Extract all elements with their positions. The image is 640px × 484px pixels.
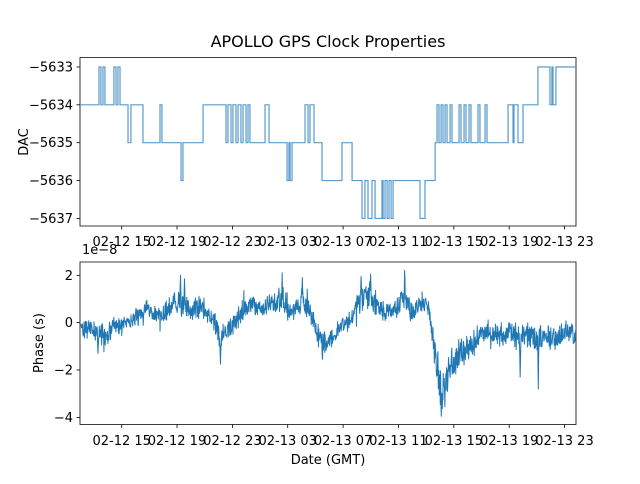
x-tick-label: 02-12 23 [203, 434, 261, 449]
x-tick-label: 02-13 07 [314, 434, 372, 449]
y-tick-label: 2 [65, 269, 73, 284]
x-tick-label: 02-12 19 [148, 235, 206, 250]
x-tick-label: 02-13 19 [480, 434, 538, 449]
x-tick-label: 02-13 11 [369, 434, 427, 449]
x-tick-label: 02-12 23 [203, 235, 261, 250]
y-tick-label: −5636 [29, 174, 73, 189]
x-tick-label: 02-13 23 [535, 235, 593, 250]
x-tick-label: 02-12 19 [148, 434, 206, 449]
y-tick-label: 0 [65, 316, 73, 331]
x-tick-label: 02-13 03 [258, 235, 316, 250]
y-tick-label: −5635 [29, 136, 73, 151]
axes-spines [79, 57, 577, 227]
x-tick-label: 02-12 15 [92, 235, 150, 250]
y-axis-offset-text: 1e−8 [82, 243, 117, 258]
x-axis-label: Date (GMT) [291, 453, 366, 468]
phase-noise-line [80, 270, 577, 417]
dac-step-line [80, 66, 576, 220]
x-tick-label: 02-13 15 [425, 235, 483, 250]
x-tick-label: 02-13 07 [314, 235, 372, 250]
y-tick-label: −5633 [29, 61, 73, 76]
y-tick-label: −4 [54, 411, 73, 426]
top-y-axis-label: DAC [17, 128, 32, 156]
y-tick-label: −5637 [29, 212, 73, 227]
x-tick-label: 02-13 15 [425, 434, 483, 449]
figure-title: APOLLO GPS Clock Properties [211, 32, 446, 51]
y-tick-label: −2 [54, 364, 73, 379]
x-tick-label: 02-12 15 [92, 434, 150, 449]
y-tick-label: −5634 [29, 98, 73, 113]
bottom-y-axis-label: Phase (s) [32, 313, 47, 373]
x-tick-label: 02-13 03 [258, 434, 316, 449]
x-tick-label: 02-13 19 [480, 235, 538, 250]
x-tick-label: 02-13 23 [535, 434, 593, 449]
x-tick-label: 02-13 11 [369, 235, 427, 250]
